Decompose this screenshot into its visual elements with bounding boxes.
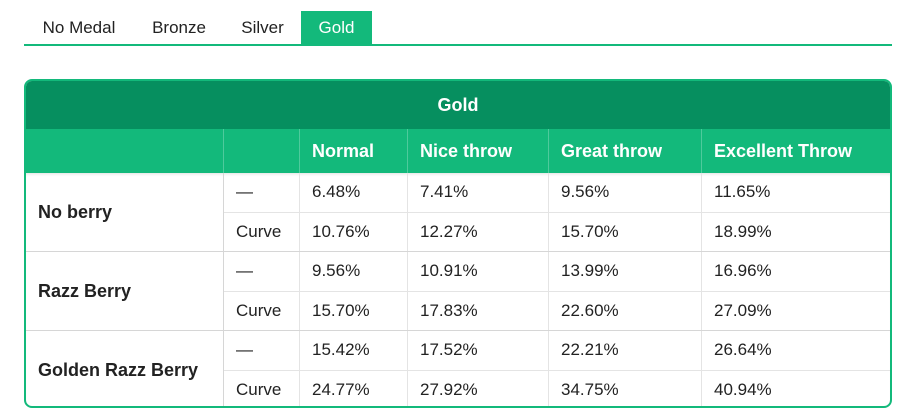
value-great: 15.70% [549,213,702,251]
tab-bronze[interactable]: Bronze [152,18,206,37]
tab-silver[interactable]: Silver [241,18,284,37]
header-berry [26,129,224,173]
value-normal: 6.48% [300,173,408,212]
table-group-razz-berry: Razz Berry — 9.56% 10.91% 13.99% 16.96% … [26,251,890,330]
value-excellent: 16.96% [714,261,772,280]
tab-no-medal[interactable]: No Medal [42,18,116,37]
value-excellent: 27.09% [714,301,772,320]
group-label: Golden Razz Berry [26,331,224,406]
value-nice: 17.83% [408,292,549,330]
throw-type: — [224,173,300,212]
table-header-row: Normal Nice throw Great throw Excellent … [26,129,890,173]
header-nice-throw: Nice throw [408,129,549,173]
table-row: — 15.42% 17.52% 22.21% 26.64% [224,331,890,370]
value-nice: 10.91% [408,252,549,291]
tab-gold[interactable]: Gold [301,11,372,44]
throw-type: — [224,252,300,291]
value-nice: 17.52% [408,331,549,370]
value-nice: 7.41% [408,173,549,212]
table-group-golden-razz-berry: Golden Razz Berry — 15.42% 17.52% 22.21%… [26,330,890,406]
value-normal: 24.77% [300,371,408,406]
value-excellent: 40.94% [714,380,772,399]
table-row: Curve 15.70% 17.83% 22.60% 27.09% [224,291,890,330]
table-row: Curve 10.76% 12.27% 15.70% 18.99% [224,212,890,251]
throw-type: Curve [224,213,300,251]
value-great: 22.60% [549,292,702,330]
throw-type: Curve [224,292,300,330]
table-row: — 9.56% 10.91% 13.99% 16.96% [224,252,890,291]
header-curve [224,129,300,173]
value-great: 22.21% [549,331,702,370]
catch-rate-table: Gold Normal Nice throw Great throw Excel… [24,79,892,408]
value-nice: 12.27% [408,213,549,251]
table-row: Curve 24.77% 27.92% 34.75% 40.94% [224,370,890,406]
table-title: Gold [26,81,890,129]
value-great: 13.99% [549,252,702,291]
header-great-throw: Great throw [549,129,702,173]
value-normal: 15.70% [300,292,408,330]
value-great: 9.56% [549,173,702,212]
throw-type: — [224,331,300,370]
header-excellent-throw: Excellent Throw [714,141,853,161]
value-great: 34.75% [549,371,702,406]
value-nice: 27.92% [408,371,549,406]
value-normal: 10.76% [300,213,408,251]
table-group-no-berry: No berry — 6.48% 7.41% 9.56% 11.65% Curv… [26,173,890,251]
value-normal: 9.56% [300,252,408,291]
table-row: — 6.48% 7.41% 9.56% 11.65% [224,173,890,212]
value-excellent: 11.65% [714,182,771,201]
value-excellent: 18.99% [714,222,772,241]
group-label: No berry [26,173,224,251]
value-excellent: 26.64% [714,340,772,359]
value-normal: 15.42% [300,331,408,370]
header-normal: Normal [300,129,408,173]
throw-type: Curve [224,371,300,406]
medal-tabs: No Medal Bronze Silver Gold [24,11,892,46]
group-label: Razz Berry [26,252,224,330]
